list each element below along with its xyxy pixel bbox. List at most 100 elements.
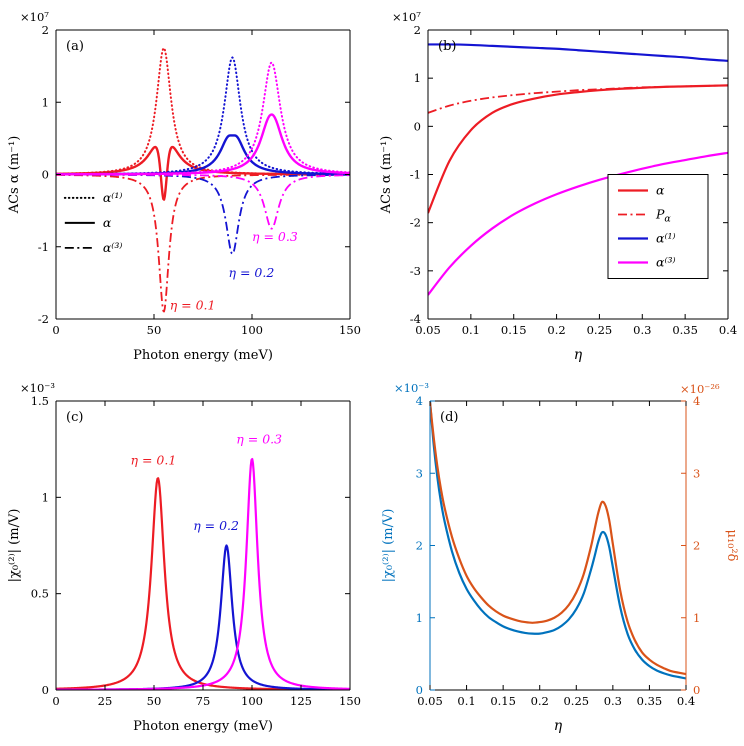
x-axis-ticks: 0 25 50 75 100 125 150	[52, 401, 361, 708]
x-tick-label: 0.15	[501, 323, 527, 337]
subplot-d: 0.05 0.1 0.15 0.2 0.25 0.3 0.35 0.40123401234μ₁…	[381, 381, 739, 734]
subplot-d-container: 0.05 0.1 0.15 0.2 0.25 0.3 0.35 0.4 0 1 2 3 4 0 1 2 3 4 μ₁…	[372, 371, 744, 742]
y-tick-label: 0.5	[31, 587, 49, 601]
axis-scale-label: ×10⁻³	[20, 381, 55, 395]
series-alpha3-eta0.1	[56, 173, 350, 313]
series-mu2delta-vs-eta	[430, 402, 686, 676]
legend-label: Pα	[655, 207, 671, 225]
panel-label: (b)	[438, 39, 456, 54]
x-tick-label: 0.4	[719, 323, 737, 337]
y-axis-label: ACs α (m⁻¹)	[7, 136, 22, 215]
subplot-a-container: 0 50 100 150 -2 -1 0 1 2 Photon energy (meV) ACs α…	[0, 0, 372, 371]
x-tick-label: 0.3	[633, 323, 651, 337]
y-tick-label: -1	[410, 168, 421, 182]
subplot-b-container: 0.05 0.1 0.15 0.2 0.25 0.3 0.35 0.4 -4 -3 -2 -1 0 1 2 η…	[372, 0, 744, 371]
series-group	[56, 457, 350, 690]
right-y-axis-label: μ₁₀²δ	[724, 530, 739, 562]
axes-frame	[429, 400, 687, 691]
y-axis-label: ACs α (m⁻¹)	[379, 136, 394, 215]
y-tick-label: 1	[42, 95, 49, 109]
series-group	[428, 43, 728, 296]
series-alpha1	[428, 43, 728, 62]
x-axis-label: η	[554, 718, 563, 734]
series-chi2-vs-eta	[430, 401, 686, 680]
y-tick-label: 1	[416, 611, 423, 625]
x-axis-label: Photon energy (meV)	[133, 348, 273, 363]
x-tick-label: 0.25	[563, 694, 589, 708]
series-P-alpha	[428, 84, 728, 114]
x-tick-label: 0.05	[415, 323, 441, 337]
x-tick-label: 50	[147, 694, 162, 708]
y-tick-label: -1	[38, 240, 49, 254]
x-tick-label: 0.3	[604, 694, 622, 708]
x-tick-label: 100	[241, 323, 263, 337]
x-axis-ticks: 0.05 0.1 0.15 0.2 0.25 0.3 0.35 0.4	[417, 401, 695, 708]
x-tick-label: 75	[196, 694, 211, 708]
y-tick-label: 1	[414, 71, 421, 85]
right-axis-ticks: 0 1 2 3 4	[681, 394, 700, 697]
legend-label: α⁽³⁾	[103, 240, 123, 255]
right-y-tick-label: 3	[693, 466, 700, 480]
subplot-a: 0 50 100 150 -2 -1 0 1 2 Photon energy (meV) ACs α…	[7, 10, 361, 363]
x-tick-label: 50	[147, 323, 162, 337]
x-tick-label: 25	[98, 694, 113, 708]
annotation: η = 0.2	[229, 265, 275, 280]
x-axis-label: Photon energy (meV)	[133, 719, 273, 734]
y-tick-label: -3	[410, 264, 421, 278]
y-axis-ticks: 0 1 2 3 4	[416, 394, 435, 697]
panel-label: (d)	[440, 410, 458, 425]
axes-frame	[55, 400, 351, 691]
y-tick-label: 2	[416, 539, 423, 553]
x-tick-label: 0.25	[587, 323, 613, 337]
y-tick-label: 3	[416, 466, 423, 480]
y-tick-label: 1.5	[31, 394, 49, 408]
series-alpha3-eta0.3	[56, 173, 350, 230]
series-alpha3-eta0.2	[56, 173, 350, 255]
annotation: η = 0.2	[193, 518, 239, 533]
y-tick-label: 4	[416, 394, 423, 408]
series-group	[430, 401, 686, 680]
y-tick-label: -4	[410, 312, 421, 326]
x-tick-label: 0.15	[490, 694, 516, 708]
annotation: η = 0.1	[131, 453, 177, 468]
x-tick-label: 150	[339, 694, 361, 708]
legend-label: α	[103, 215, 112, 230]
axis-scale-label: ×10⁷	[392, 10, 421, 24]
right-y-tick-label: 1	[693, 611, 700, 625]
x-tick-label: 0	[52, 694, 59, 708]
series-chi2-eta0.1	[56, 477, 350, 690]
y-tick-label: -2	[38, 312, 49, 326]
series-chi2-eta0.3	[56, 457, 350, 690]
x-axis-label: η	[574, 347, 583, 363]
x-tick-label: 0.35	[637, 694, 663, 708]
right-y-tick-label: 4	[693, 394, 700, 408]
x-tick-label: 125	[290, 694, 312, 708]
y-tick-label: 0	[416, 683, 423, 697]
series-alpha1-eta0.2	[56, 56, 350, 176]
series-alpha1-eta0.3	[56, 61, 350, 176]
x-tick-label: 0	[52, 323, 59, 337]
subplot-b: 0.05 0.1 0.15 0.2 0.25 0.3 0.35 0.4 -4 -3 -2 -1 0 1 2 η…	[379, 10, 737, 363]
x-tick-label: 0.05	[417, 694, 443, 708]
axis-scale-label: ×10⁻³	[394, 381, 429, 395]
x-axis-ticks: 0 50 100 150	[52, 30, 361, 337]
legend-label: α⁽¹⁾	[103, 190, 123, 205]
y-tick-label: 0	[42, 168, 49, 182]
x-tick-label: 150	[339, 323, 361, 337]
series-chi2-eta0.2	[56, 544, 350, 690]
series-alpha1-eta0.1	[56, 47, 350, 176]
y-tick-label: 0	[414, 119, 421, 133]
y-tick-label: 1	[42, 490, 49, 504]
annotation: η = 0.3	[236, 431, 282, 446]
annotation: η = 0.1	[170, 298, 216, 313]
y-axis-ticks: -2 -1 0 1 2	[38, 23, 350, 326]
series-group	[56, 47, 350, 313]
y-tick-label: -2	[410, 216, 421, 230]
right-y-tick-label: 2	[693, 539, 700, 553]
y-tick-label: 2	[42, 23, 49, 37]
legend: α Pα α⁽¹⁾ α⁽³⁾	[607, 174, 709, 279]
subplot-c-container: 0 25 50 75 100 125 150 0 0.5 1 1.5 Photon energy (m…	[0, 371, 372, 742]
legend: α⁽¹⁾ α α⁽³⁾	[63, 190, 123, 255]
legend-label: α⁽¹⁾	[656, 231, 676, 246]
